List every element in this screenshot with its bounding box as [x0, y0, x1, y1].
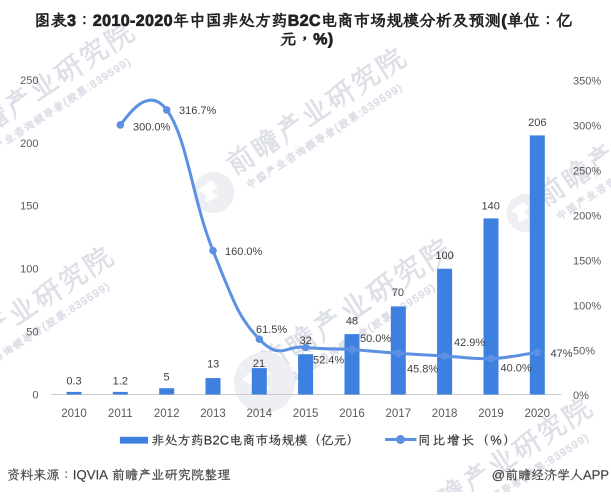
svg-text:2016: 2016 [339, 408, 365, 420]
svg-text:0%: 0% [573, 390, 589, 402]
svg-text:2015: 2015 [293, 408, 319, 420]
svg-text:50.0%: 50.0% [360, 333, 391, 345]
svg-text:150%: 150% [573, 255, 601, 267]
svg-text:2020: 2020 [525, 408, 551, 420]
svg-text:40.0%: 40.0% [501, 362, 532, 374]
svg-text:250%: 250% [573, 166, 601, 178]
svg-text:70: 70 [392, 287, 404, 299]
svg-text:100: 100 [435, 250, 453, 262]
svg-text:160.0%: 160.0% [225, 246, 263, 258]
svg-text:50%: 50% [573, 345, 595, 357]
svg-text:2018: 2018 [432, 408, 458, 420]
svg-text:45.8%: 45.8% [407, 363, 438, 375]
svg-text:61.5%: 61.5% [256, 324, 287, 336]
svg-text:2012: 2012 [154, 408, 180, 420]
svg-text:2017: 2017 [386, 408, 412, 420]
svg-text:300.0%: 300.0% [133, 121, 171, 133]
svg-text:2014: 2014 [247, 408, 273, 420]
svg-text:150: 150 [20, 201, 38, 213]
svg-text:316.7%: 316.7% [179, 105, 217, 117]
svg-text:2019: 2019 [478, 408, 504, 420]
svg-text:350%: 350% [573, 76, 601, 88]
svg-text:0: 0 [32, 389, 38, 401]
svg-text:206: 206 [528, 117, 546, 129]
svg-text:100%: 100% [573, 300, 601, 312]
svg-text:200: 200 [20, 138, 38, 150]
svg-text:300%: 300% [573, 121, 601, 133]
svg-text:250: 250 [20, 75, 38, 87]
svg-text:47%: 47% [551, 348, 573, 360]
svg-text:140: 140 [482, 201, 500, 213]
svg-text:2013: 2013 [200, 408, 226, 420]
svg-text:1.2: 1.2 [113, 375, 128, 387]
svg-text:5: 5 [164, 372, 170, 384]
svg-text:2010: 2010 [61, 408, 87, 420]
svg-text:100: 100 [20, 264, 38, 276]
svg-text:48: 48 [346, 315, 358, 327]
svg-text:42.9%: 42.9% [454, 337, 485, 349]
svg-text:0.3: 0.3 [66, 375, 81, 387]
svg-text:50: 50 [26, 327, 38, 339]
svg-text:13: 13 [207, 358, 219, 370]
svg-text:32: 32 [300, 335, 312, 347]
svg-text:21: 21 [253, 358, 265, 370]
svg-text:200%: 200% [573, 211, 601, 223]
svg-text:52.4%: 52.4% [313, 354, 344, 366]
svg-text:2011: 2011 [108, 408, 133, 420]
